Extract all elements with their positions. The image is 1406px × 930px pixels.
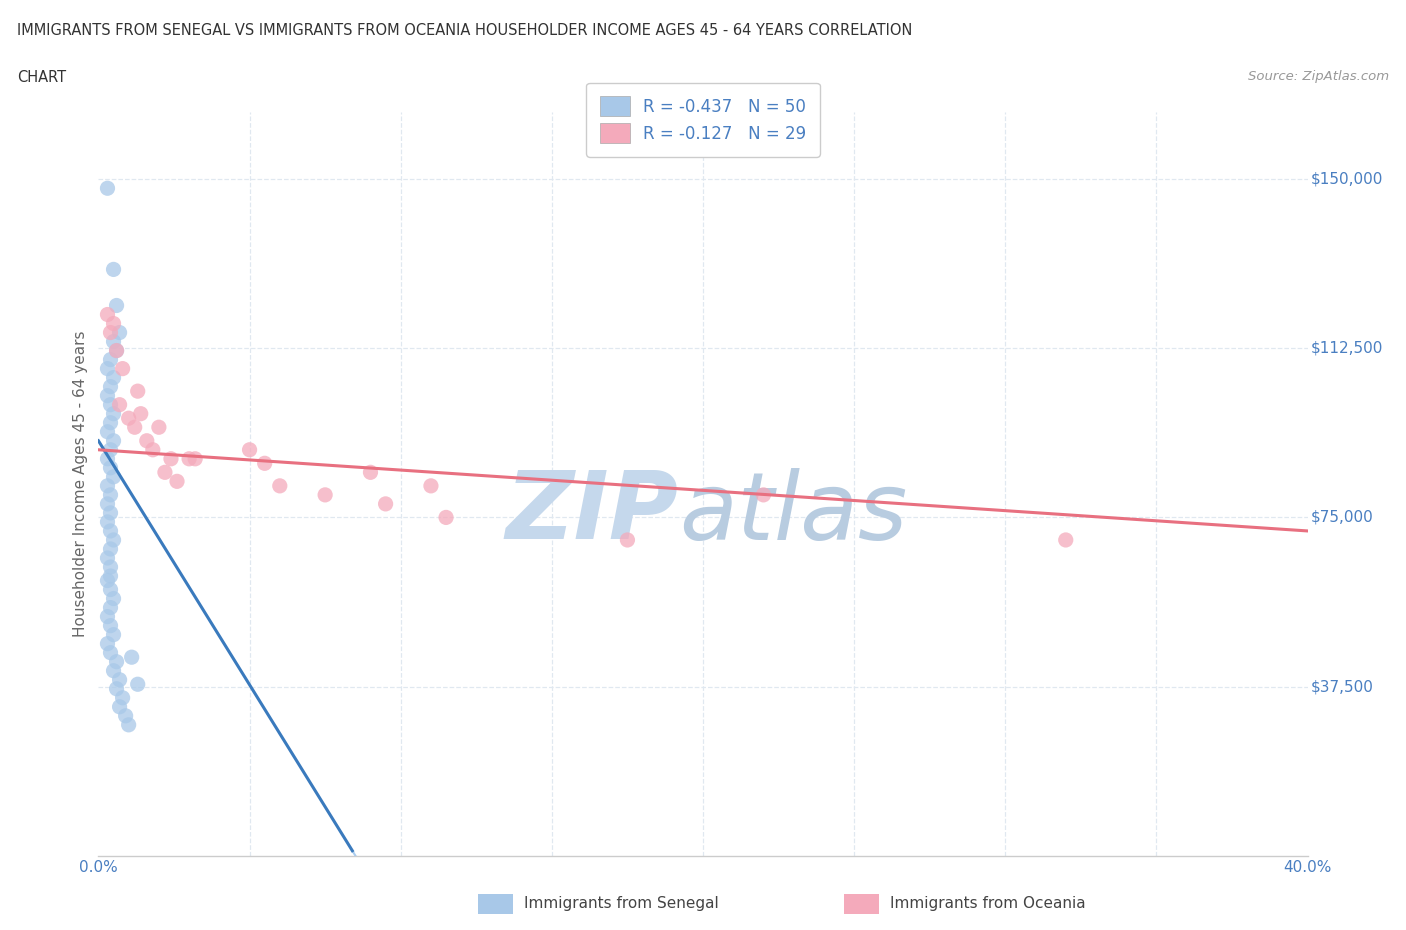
Point (103, 406, 125, 421)
Point (111, 690, 134, 705)
Point (142, 443, 165, 458)
Point (103, 334, 125, 349)
Text: CHART: CHART (17, 70, 66, 85)
Point (100, 352, 122, 367)
Point (103, 433, 125, 448)
Point (374, 497, 396, 512)
Point (100, 397, 122, 412)
Point (114, 709, 136, 724)
Point (103, 533, 125, 548)
Text: $75,000: $75,000 (1312, 510, 1374, 525)
Point (96, 636, 118, 651)
Point (100, 582, 122, 597)
Point (96, 307, 118, 322)
Point (96, 388, 118, 403)
Text: $112,500: $112,500 (1312, 340, 1384, 356)
Point (166, 474, 188, 489)
Point (96, 424, 118, 439)
Point (129, 406, 152, 421)
Text: Immigrants from Senegal: Immigrants from Senegal (524, 897, 720, 911)
Point (153, 465, 176, 480)
Point (96, 451, 118, 466)
Point (96, 361, 118, 376)
Point (752, 487, 775, 502)
Point (127, 677, 149, 692)
Point (100, 326, 122, 340)
Point (100, 618, 122, 633)
Point (100, 568, 122, 583)
Point (100, 416, 122, 431)
Y-axis label: Householder Income Ages 45 - 64 years: Householder Income Ages 45 - 64 years (73, 330, 89, 637)
Point (148, 419, 170, 434)
Point (100, 443, 122, 458)
Point (100, 506, 122, 521)
Point (105, 682, 128, 697)
Point (253, 456, 276, 471)
Text: $37,500: $37,500 (1312, 679, 1374, 694)
Point (127, 384, 149, 399)
Point (96, 180, 118, 195)
Point (96, 497, 118, 512)
Point (105, 343, 128, 358)
Point (108, 326, 131, 340)
Point (103, 316, 125, 331)
Text: $150,000: $150,000 (1312, 172, 1384, 187)
Point (105, 655, 128, 670)
Point (111, 361, 134, 376)
Point (269, 478, 291, 493)
Point (96, 551, 118, 565)
Point (105, 343, 128, 358)
Point (103, 262, 125, 277)
Point (160, 451, 183, 466)
Text: Source: ZipAtlas.com: Source: ZipAtlas.com (1249, 70, 1389, 83)
Point (121, 650, 143, 665)
Point (100, 460, 122, 475)
Legend: R = -0.437   N = 50, R = -0.127   N = 29: R = -0.437 N = 50, R = -0.127 N = 29 (586, 83, 820, 157)
Point (616, 533, 638, 548)
Text: atlas: atlas (679, 468, 907, 559)
Point (434, 510, 457, 525)
Point (96, 609, 118, 624)
Point (103, 591, 125, 606)
Point (184, 451, 207, 466)
Point (108, 672, 131, 687)
Point (100, 379, 122, 394)
Point (360, 465, 382, 480)
Point (100, 645, 122, 660)
Text: Immigrants from Oceania: Immigrants from Oceania (890, 897, 1085, 911)
Point (103, 627, 125, 642)
Point (420, 478, 443, 493)
Point (100, 560, 122, 575)
Point (100, 541, 122, 556)
Point (96, 573, 118, 588)
Text: IMMIGRANTS FROM SENEGAL VS IMMIGRANTS FROM OCEANIA HOUSEHOLDER INCOME AGES 45 - : IMMIGRANTS FROM SENEGAL VS IMMIGRANTS FR… (17, 23, 912, 38)
Text: ZIP: ZIP (506, 468, 679, 559)
Point (103, 470, 125, 485)
Point (96, 478, 118, 493)
Point (103, 370, 125, 385)
Point (103, 663, 125, 678)
Point (100, 487, 122, 502)
Point (100, 600, 122, 615)
Point (96, 514, 118, 529)
Point (314, 487, 336, 502)
Point (108, 397, 131, 412)
Point (105, 298, 128, 312)
Point (100, 524, 122, 538)
Point (1054, 533, 1077, 548)
Point (118, 717, 141, 732)
Point (118, 411, 141, 426)
Point (108, 699, 131, 714)
Point (135, 433, 157, 448)
Point (179, 451, 201, 466)
Point (239, 443, 262, 458)
Point (124, 419, 146, 434)
